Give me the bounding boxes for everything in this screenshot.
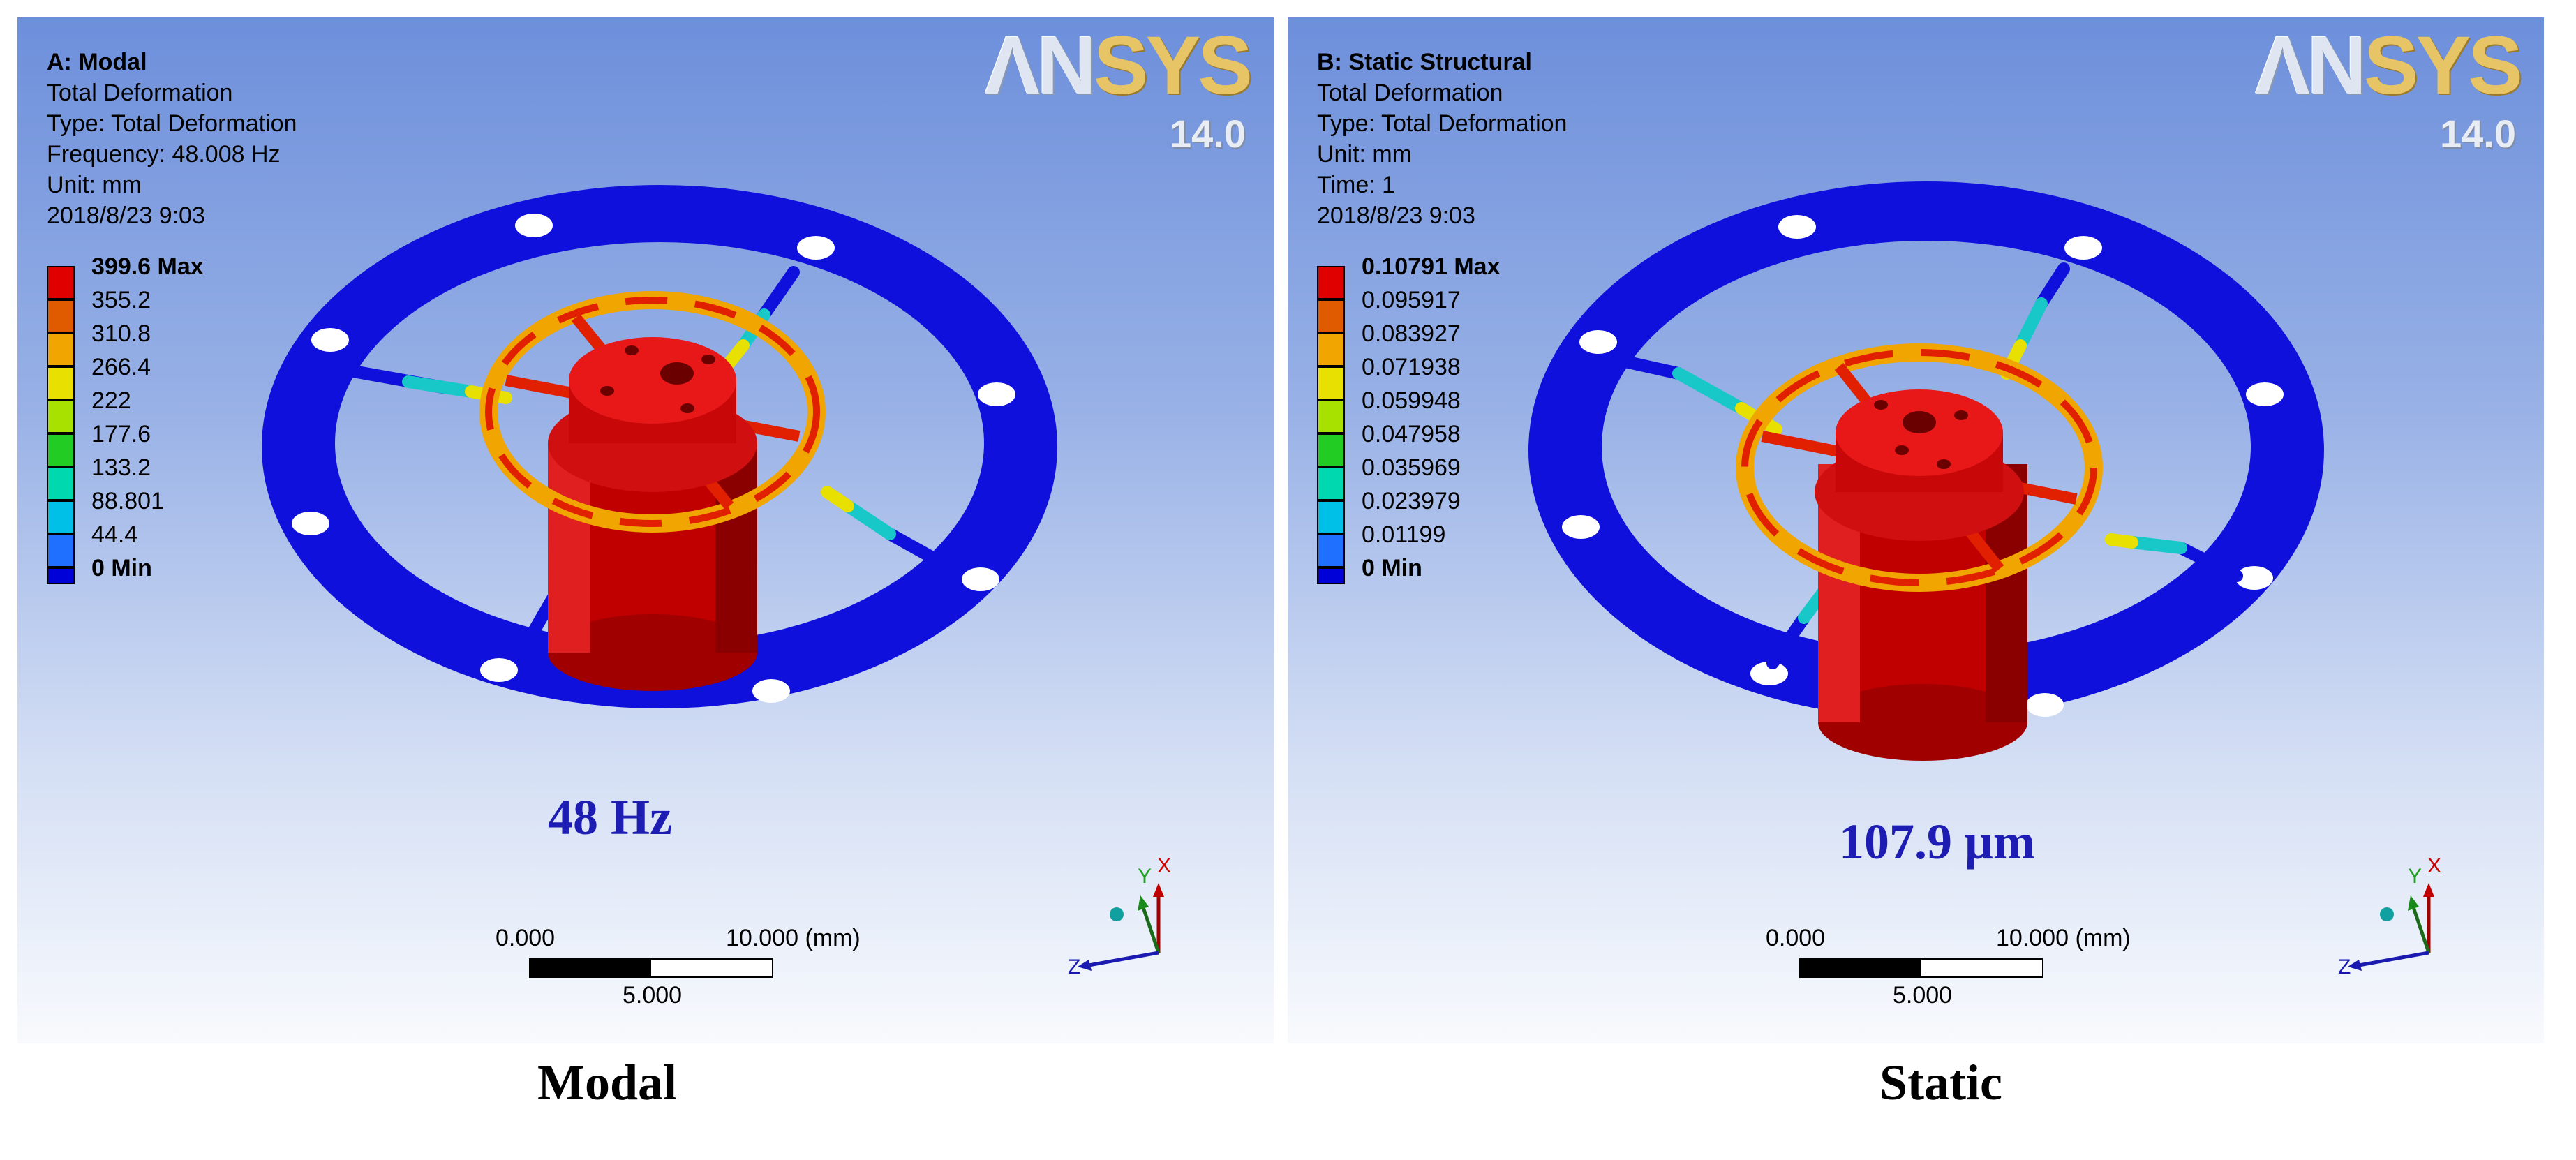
legend-swatch <box>1317 433 1345 467</box>
caption-modal: Modal <box>537 1055 678 1110</box>
axis-x-label: X <box>1157 854 1171 877</box>
legend-label: 0.059948 <box>1362 387 1461 414</box>
legend-label: 0.071938 <box>1362 354 1461 380</box>
legend-swatch <box>1317 299 1345 333</box>
result-type: Type: Total Deformation <box>47 110 297 137</box>
axis-y-label: Y <box>1138 865 1152 888</box>
legend-label: 399.6 Max <box>91 253 204 280</box>
ansys-logo: ΛNSYS 14.0 <box>2254 20 2523 156</box>
analysis-title: B: Static Structural <box>1317 49 1532 75</box>
legend-swatch <box>47 500 75 534</box>
axis-x-label: X <box>2427 854 2441 877</box>
legend-label: 355.2 <box>91 287 151 313</box>
legend-swatch <box>47 567 75 584</box>
legend-swatch <box>47 366 75 400</box>
result-timestamp: 2018/8/23 9:03 <box>1317 202 1475 229</box>
legend-label: 44.4 <box>91 521 138 548</box>
legend-swatch <box>47 400 75 433</box>
legend-label: 88.801 <box>91 488 164 514</box>
scale-end: 10.000 (mm) <box>1996 925 2131 951</box>
axis-y-label: Y <box>2408 865 2422 888</box>
result-time: Time: 1 <box>1317 172 1396 198</box>
axis-triad[interactable]: X Y Z <box>2338 848 2471 981</box>
legend-label: 0.083927 <box>1362 320 1461 347</box>
legend-swatch <box>47 266 75 299</box>
legend-swatch <box>1317 366 1345 400</box>
axis-z-label: Z <box>2338 955 2351 979</box>
ansys-logo: ΛNSYS 14.0 <box>984 20 1253 156</box>
legend-swatch <box>1317 567 1345 584</box>
model-scene[interactable] <box>1288 17 2544 1043</box>
result-info: A: Modal Total Deformation Type: Total D… <box>47 47 297 231</box>
axis-z-label: Z <box>1068 955 1080 979</box>
legend-swatch <box>1317 266 1345 299</box>
scale-ruler <box>529 958 773 978</box>
legend-swatch <box>47 333 75 366</box>
version-label: 14.0 <box>1170 112 1246 156</box>
scale-mid: 5.000 <box>623 982 683 1009</box>
legend-label: 0 Min <box>1362 555 1422 581</box>
legend-label: 222 <box>91 387 131 414</box>
viewport-static[interactable]: B: Static Structural Total Deformation T… <box>1288 17 2544 1043</box>
legend-label: 177.6 <box>91 421 151 447</box>
scale-mid: 5.000 <box>1893 982 1953 1009</box>
result-name: Total Deformation <box>1317 80 1503 106</box>
legend-swatch <box>1317 500 1345 534</box>
result-value-label: 107.9 μm <box>1839 814 2035 870</box>
legend-swatch <box>47 299 75 333</box>
result-value-label: 48 Hz <box>548 789 672 845</box>
legend-swatch <box>1317 333 1345 366</box>
scale-start: 0.000 <box>496 925 556 951</box>
ansys-wordmark: ΛNSYS <box>984 20 1253 112</box>
legend-swatch <box>47 467 75 500</box>
result-unit: Unit: mm <box>1317 141 1412 168</box>
scale-end: 10.000 (mm) <box>726 925 861 951</box>
result-timestamp: 2018/8/23 9:03 <box>47 202 205 229</box>
scale-start: 0.000 <box>1766 925 1826 951</box>
scale-bar: 0.000 10.000 (mm) 5.000 <box>496 925 886 1009</box>
analysis-title: A: Modal <box>47 49 147 75</box>
legend-swatch <box>1317 400 1345 433</box>
legend-label: 0 Min <box>91 555 152 581</box>
legend-label: 0.095917 <box>1362 287 1461 313</box>
result-type: Type: Total Deformation <box>1317 110 1568 137</box>
legend-swatch <box>47 534 75 567</box>
ring-holes <box>292 214 1015 703</box>
legend-label: 266.4 <box>91 354 151 380</box>
ansys-wordmark: ΛNSYS <box>2254 20 2523 112</box>
scale-ruler <box>1799 958 2043 978</box>
ring-holes <box>1562 215 2284 717</box>
legend-label: 0.023979 <box>1362 488 1461 514</box>
legend-label: 0.01199 <box>1362 521 1446 548</box>
caption-static: Static <box>1879 1055 2002 1110</box>
legend-label: 310.8 <box>91 320 151 347</box>
result-info: B: Static Structural Total Deformation T… <box>1317 47 1567 231</box>
hub-top <box>1815 389 2024 541</box>
spokes <box>1609 262 2243 669</box>
result-unit: Unit: mm <box>47 172 142 198</box>
legend-label: 0.047958 <box>1362 421 1461 447</box>
version-label: 14.0 <box>2440 112 2516 156</box>
scale-bar: 0.000 10.000 (mm) 5.000 <box>1766 925 2157 1009</box>
axis-triad[interactable]: X Y Z <box>1068 848 1200 981</box>
legend-swatch <box>1317 534 1345 567</box>
legend-swatch <box>47 433 75 467</box>
legend-label: 0.10791 Max <box>1362 253 1501 280</box>
legend-swatch <box>1317 467 1345 500</box>
model-scene[interactable] <box>17 17 1274 1043</box>
result-frequency: Frequency: 48.008 Hz <box>47 141 281 168</box>
viewport-modal[interactable]: A: Modal Total Deformation Type: Total D… <box>17 17 1274 1043</box>
legend-label: 0.035969 <box>1362 454 1461 481</box>
hub-top <box>548 337 757 492</box>
result-name: Total Deformation <box>47 80 233 106</box>
legend-label: 133.2 <box>91 454 151 481</box>
